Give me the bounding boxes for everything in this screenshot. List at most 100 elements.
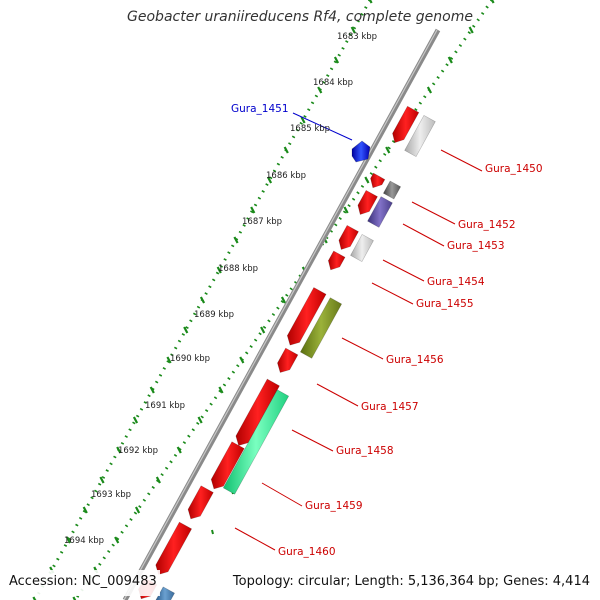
tick-mark	[426, 86, 433, 94]
accession-text: Accession: NC_009483	[9, 574, 157, 589]
map-title: Geobacter uraniireducens Rf4, complete g…	[127, 9, 473, 25]
gene-feature-1458[interactable]	[222, 389, 290, 495]
kbp-label: 1686 kbp	[266, 171, 306, 181]
gene-feature-1452[interactable]	[382, 180, 402, 200]
tick-mark	[266, 176, 273, 184]
kbp-label: 1688 kbp	[218, 264, 258, 274]
tick-mark	[239, 356, 245, 364]
kbp-label: 1687 kbp	[242, 217, 282, 227]
callout-line	[316, 383, 359, 407]
gene-cds-gura-1451[interactable]	[351, 140, 371, 163]
tick-mark	[250, 206, 256, 214]
gene-label[interactable]: Gura_1451	[231, 103, 289, 115]
tick-mark	[199, 296, 206, 304]
tick-mark	[333, 56, 340, 64]
tick-mark	[211, 529, 214, 535]
gene-cds-gura-1450[interactable]	[392, 105, 420, 144]
gene-label[interactable]: Gura_1456	[386, 354, 444, 366]
kbp-label: 1684 kbp	[313, 78, 353, 88]
gene-features	[138, 105, 436, 600]
callout-line	[371, 282, 414, 305]
gene-cds-gura-1456[interactable]	[286, 287, 327, 346]
gene-cds-gura-1459[interactable]	[210, 441, 245, 490]
gene-feature-1456[interactable]	[299, 297, 343, 359]
gene-label[interactable]: Gura_1450	[485, 163, 543, 175]
gene-cds-gura-1454[interactable]	[338, 224, 359, 250]
gene-feature-1453[interactable]	[367, 196, 393, 228]
tick-mark	[216, 266, 222, 274]
tick-rings	[32, 0, 495, 600]
callout-line	[382, 259, 425, 282]
gene-label[interactable]: Gura_1457	[361, 401, 419, 413]
tick-mark	[72, 596, 77, 600]
gene-cds-gura-1459b[interactable]	[187, 485, 214, 520]
kbp-label: 1683 kbp	[337, 32, 377, 42]
callout-line	[440, 149, 483, 172]
tick-mark	[132, 416, 139, 424]
genome-backbone-highlight	[123, 29, 438, 600]
footer-left-bg	[0, 570, 160, 596]
callout-line	[234, 527, 276, 551]
tick-mark	[385, 146, 391, 154]
kbp-label: 1692 kbp	[118, 446, 158, 456]
tick-mark	[183, 326, 189, 334]
tick-mark	[114, 536, 120, 544]
gene-cds-gura-1460[interactable]	[155, 521, 193, 575]
gene-cds-gura-1453[interactable]	[357, 189, 378, 215]
callout-line	[292, 112, 353, 141]
gene-label[interactable]: Gura_1458	[336, 445, 394, 457]
callout-line	[402, 223, 445, 247]
callout-line	[341, 337, 384, 360]
tick-mark	[368, 0, 373, 4]
gene-label[interactable]: Gura_1455	[416, 298, 474, 310]
gene-cds-gura-1458[interactable]	[235, 378, 280, 446]
kbp-label: 1689 kbp	[194, 310, 234, 320]
genome-summary-text: Topology: circular; Length: 5,136,364 bp…	[232, 574, 590, 589]
gene-label[interactable]: Gura_1454	[427, 276, 485, 288]
gene-label[interactable]: Gura_1453	[447, 240, 505, 252]
gene-feature-1450[interactable]	[404, 114, 436, 158]
tick-mark	[82, 506, 88, 514]
tick-mark	[468, 26, 474, 34]
gene-label[interactable]: Gura_1452	[458, 219, 516, 231]
tick-mark	[116, 446, 122, 454]
gene-label[interactable]: Gura_1459	[305, 500, 363, 512]
gene-cds-gura-1452[interactable]	[370, 172, 386, 189]
kbp-label: 1690 kbp	[170, 354, 210, 364]
tick-mark	[197, 416, 203, 424]
gene-feature-1454[interactable]	[350, 233, 374, 263]
genome-backbone	[122, 28, 441, 600]
callout-line	[291, 429, 334, 452]
callout-line	[411, 201, 456, 225]
kbp-scale-labels: 1683 kbp 1684 kbp 1685 kbp 1686 kbp 1687 kbp…	[64, 32, 377, 546]
tick-mark	[176, 446, 182, 454]
tick-mark	[260, 326, 266, 334]
tick-mark	[149, 386, 155, 394]
kbp-label: 1691 kbp	[145, 401, 185, 411]
gene-callouts: Gura_1450 Gura_1451 Gura_1452 Gura_1453 Gura…	[231, 103, 543, 558]
gene-label[interactable]: Gura_1460	[278, 546, 336, 558]
tick-mark	[32, 596, 37, 600]
tick-mark	[155, 476, 161, 484]
tick-mark	[280, 296, 287, 304]
kbp-label: 1693 kbp	[91, 490, 131, 500]
tick-mark	[283, 146, 289, 154]
tick-mark	[317, 86, 323, 94]
tick-mark	[490, 0, 495, 4]
tick-mark	[99, 476, 105, 484]
tick-mark	[300, 116, 306, 124]
tick-mark	[350, 26, 356, 34]
tick-mark	[65, 536, 72, 544]
kbp-label: 1694 kbp	[64, 536, 104, 546]
tick-mark	[218, 386, 224, 394]
gene-cds-gura-1457[interactable]	[277, 347, 299, 373]
tick-mark	[166, 356, 172, 364]
tick-mark	[233, 236, 239, 244]
tick-mark	[343, 206, 349, 214]
tick-mark	[447, 56, 453, 64]
callout-line	[261, 482, 303, 507]
gene-cds-gura-1455[interactable]	[328, 250, 346, 271]
gene-feature-next[interactable]	[155, 586, 175, 600]
tick-mark	[134, 506, 141, 514]
